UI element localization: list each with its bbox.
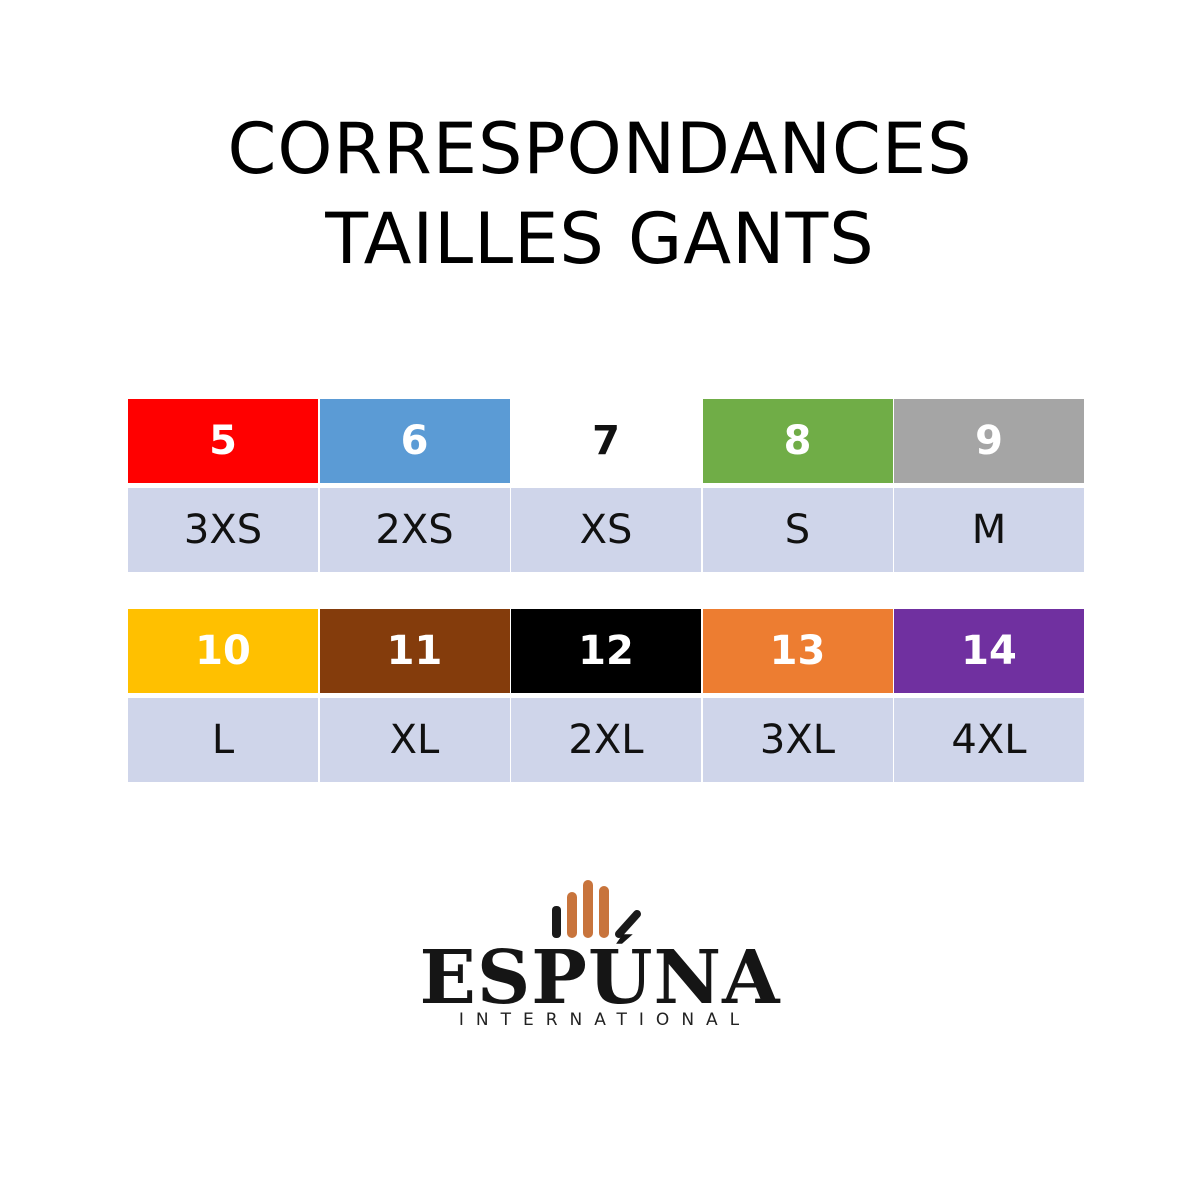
size-label: 3XL bbox=[702, 698, 893, 782]
title-line: CORRESPONDANCES bbox=[227, 108, 973, 190]
logo-name: ESPÚNA bbox=[419, 935, 781, 1021]
logo-tagline: INTERNATIONAL bbox=[458, 1010, 752, 1030]
glove-number: 7 bbox=[511, 399, 701, 483]
size-label: L bbox=[128, 698, 318, 782]
glove-number: 12 bbox=[511, 609, 701, 693]
glove-number: 9 bbox=[894, 399, 1084, 483]
size-label: 4XL bbox=[894, 698, 1084, 782]
glove-number: 8 bbox=[702, 399, 893, 483]
size-label: 3XS bbox=[128, 488, 318, 572]
size-label: M bbox=[894, 488, 1084, 572]
glove-number: 5 bbox=[128, 399, 318, 483]
glove-number: 14 bbox=[894, 609, 1084, 693]
glove-number: 11 bbox=[319, 609, 510, 693]
size-label: XL bbox=[319, 698, 510, 782]
size-label: 2XS bbox=[319, 488, 510, 572]
glove-number: 10 bbox=[128, 609, 318, 693]
glove-number: 13 bbox=[702, 609, 893, 693]
size-label: XS bbox=[511, 488, 701, 572]
size-label: S bbox=[702, 488, 893, 572]
title-line: TAILLES GANTS bbox=[325, 198, 875, 280]
logo-icon bbox=[552, 880, 641, 938]
glove-number: 6 bbox=[319, 399, 510, 483]
size-label: 2XL bbox=[511, 698, 701, 782]
